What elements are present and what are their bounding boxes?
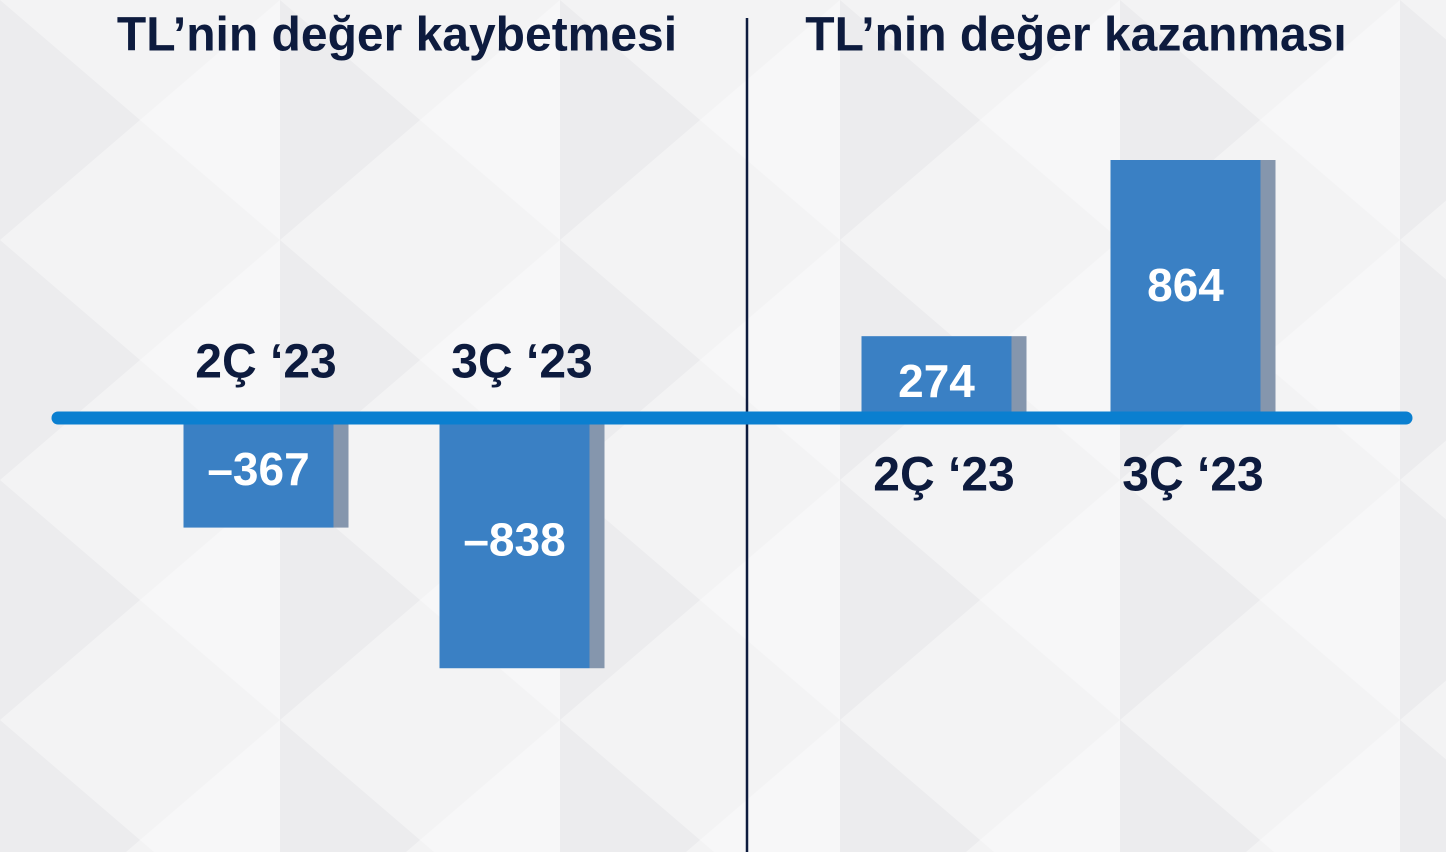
bar-shadow (1011, 336, 1027, 418)
chart-title: TL’nin değer kaybetmesi (117, 9, 677, 62)
value-label: 274 (898, 355, 975, 407)
plot (183, 160, 1276, 669)
bar (183, 418, 334, 528)
bar (1110, 160, 1261, 418)
value-label: –838 (463, 513, 565, 565)
category-label: 2Ç ‘23 (195, 336, 336, 389)
bar-shadow (589, 418, 605, 669)
bar-shadow (1260, 160, 1276, 418)
category-label: 2Ç ‘23 (873, 449, 1014, 502)
bar-shadow (333, 418, 349, 528)
value-label: –367 (207, 443, 309, 495)
category-label: 3Ç ‘23 (451, 336, 592, 389)
bar (439, 418, 590, 669)
category-label: 3Ç ‘23 (1122, 449, 1263, 502)
chart-title: TL’nin değer kazanması (805, 9, 1347, 62)
value-label: 864 (1147, 259, 1224, 311)
bar (861, 336, 1012, 418)
